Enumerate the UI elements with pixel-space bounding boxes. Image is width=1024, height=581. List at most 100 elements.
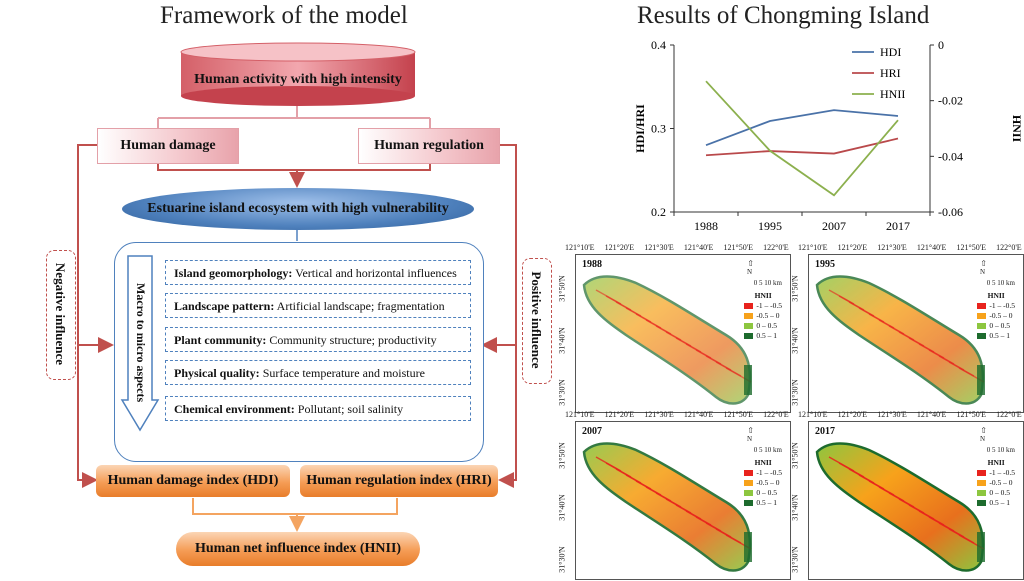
left-tick-label: 0.3	[651, 122, 666, 136]
lon-tick-label: 121°50'E	[723, 243, 754, 252]
map-year-label: 1995	[815, 259, 835, 270]
human-damage-box: Human damage	[97, 128, 239, 164]
legend-title: HNII	[754, 458, 772, 467]
legend-swatch	[977, 490, 987, 497]
legend-item-label: -0.5 – 0	[989, 311, 1013, 320]
legend-item-label: -1 – -0.5	[989, 468, 1015, 477]
legend-item: 0.5 – 1	[977, 498, 1015, 508]
lon-tick-label: 121°50'E	[723, 410, 754, 419]
lon-tick-label: 121°50'E	[956, 410, 987, 419]
scale-bar: 0 5 10 km	[986, 279, 1015, 287]
right-axis-label: HNII	[1010, 115, 1024, 143]
aspect-physical-quality: Physical quality: Surface temperature an…	[165, 360, 471, 385]
human-activity-cylinder	[180, 42, 416, 106]
lon-tick-label: 121°30'E	[644, 410, 674, 419]
x-tick-label: 2007	[822, 219, 846, 233]
legend-item-label: -0.5 – 0	[756, 311, 780, 320]
scale-bar: 0 5 10 km	[753, 446, 782, 454]
left-axis-label: HDI/HRI	[633, 104, 647, 153]
north-arrow-icon: ⇧	[747, 426, 754, 435]
framework-title: Framework of the model	[160, 2, 408, 29]
legend-swatch	[744, 480, 754, 487]
legend-item-label: -1 – -0.5	[756, 301, 782, 310]
right-tick-label: -0.06	[938, 205, 963, 219]
map-year-label: 2007	[582, 426, 602, 437]
macro-to-micro-label: Macro to micro aspects	[134, 283, 148, 403]
aspect-plant-community: Plant community: Community structure; pr…	[165, 327, 471, 352]
results-title: Results of Chongming Island	[637, 2, 930, 29]
aspect-geomorphology: Island geomorphology: Vertical and horiz…	[165, 260, 471, 285]
map-year-label: 2017	[815, 426, 835, 437]
north-arrow-icon: ⇧	[747, 259, 754, 268]
series-line-hdi	[705, 109, 899, 147]
macro-to-micro-arrow	[120, 255, 160, 432]
lon-tick-label: 121°30'E	[877, 410, 907, 419]
legend-item: 0 – 0.5	[977, 488, 1015, 498]
x-tick-label: 1988	[694, 219, 718, 233]
legend-swatch	[744, 500, 754, 507]
legend-item-label: 0.5 – 1	[756, 498, 777, 507]
legend-swatch	[977, 303, 987, 310]
legend-swatch	[744, 323, 754, 330]
human-activity-label: Human activity with high intensity	[194, 72, 402, 87]
north-label: N	[979, 268, 985, 276]
legend-item: 0.5 – 1	[744, 498, 782, 508]
lat-tick-label: 31°40'N	[557, 327, 567, 354]
legend-swatch	[977, 500, 987, 507]
legend-item: 0 – 0.5	[977, 321, 1015, 331]
positive-influence-label: Positive influence	[529, 271, 544, 369]
lon-tick-label: 121°40'E	[683, 243, 714, 252]
left-tick-label: 0.2	[651, 205, 666, 219]
legend-swatch	[744, 303, 754, 310]
legend-swatch	[977, 323, 987, 330]
legend-label-hri: HRI	[880, 66, 901, 80]
legend-item: 0.5 – 1	[744, 331, 782, 341]
legend-item-label: 0.5 – 1	[989, 331, 1010, 340]
right-tick-label: -0.02	[938, 94, 963, 108]
legend-swatch	[977, 470, 987, 477]
scale-bar: 0 5 10 km	[986, 446, 1015, 454]
north-arrow-icon: ⇧	[980, 426, 987, 435]
aspect-chemical-environment: Chemical environment: Pollutant; soil sa…	[165, 396, 471, 421]
legend-item-label: -1 – -0.5	[756, 468, 782, 477]
legend-item-label: 0.5 – 1	[756, 331, 777, 340]
north-label: N	[746, 435, 752, 443]
lat-tick-label: 31°50'N	[557, 275, 567, 302]
lon-tick-label: 121°40'E	[916, 243, 947, 252]
island-shape	[815, 442, 985, 572]
lat-tick-label: 31°50'N	[790, 275, 800, 302]
legend-title: HNII	[754, 291, 772, 300]
positive-influence-box	[522, 258, 552, 384]
legend-item: 0 – 0.5	[744, 321, 782, 331]
lon-tick-label: 121°30'E	[877, 243, 907, 252]
lat-tick-label: 31°30'N	[790, 379, 800, 406]
legend-item: -0.5 – 0	[744, 311, 782, 321]
lon-tick-label: 121°40'E	[916, 410, 947, 419]
legend-swatch	[744, 490, 754, 497]
human-regulation-box: Human regulation	[358, 128, 500, 164]
right-tick-label: -0.04	[938, 149, 963, 163]
legend-item-label: -1 – -0.5	[989, 301, 1015, 310]
legend-swatch	[977, 480, 987, 487]
map-year-label: 1988	[582, 259, 602, 270]
legend-item: -1 – -0.5	[744, 468, 782, 478]
lat-tick-label: 31°50'N	[790, 442, 800, 469]
legend-item: 0.5 – 1	[977, 331, 1015, 341]
legend-item-label: 0.5 – 1	[989, 498, 1010, 507]
north-arrow-icon: ⇧	[980, 259, 987, 268]
series-line-hri	[705, 137, 899, 157]
lat-tick-label: 31°40'N	[790, 327, 800, 354]
legend-item: -1 – -0.5	[744, 301, 782, 311]
x-tick-label: 2017	[886, 219, 910, 233]
framework-connectors	[77, 104, 517, 581]
lon-tick-label: 122°0'E	[763, 243, 789, 252]
legend-item-label: 0 – 0.5	[989, 321, 1010, 330]
lon-tick-label: 121°10'E	[565, 243, 595, 252]
right-tick-label: 0	[938, 38, 944, 52]
aspect-landscape: Landscape pattern: Artificial landscape;…	[165, 293, 471, 318]
